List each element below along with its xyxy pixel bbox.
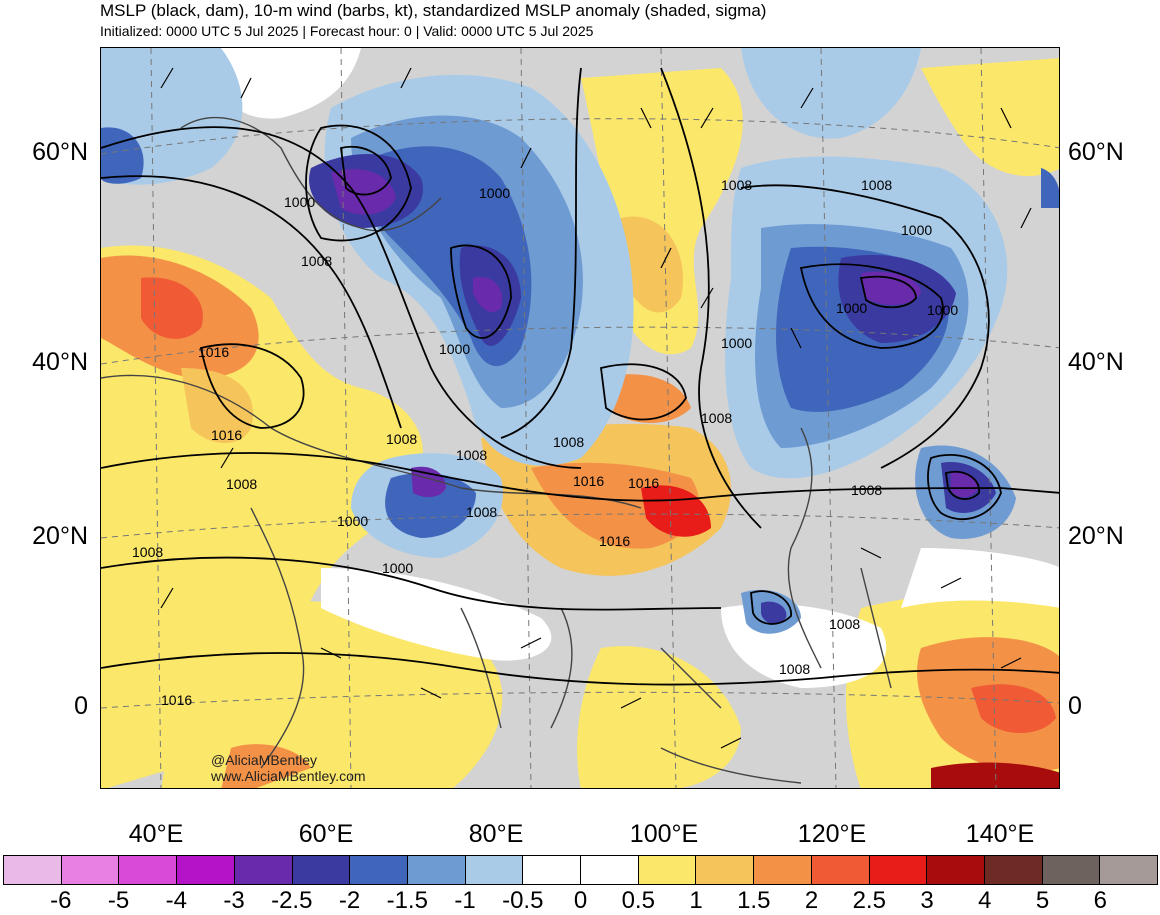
colorbar-tick-label: -2: [338, 887, 361, 914]
colorbar-swatch: [4, 856, 62, 884]
wind-barbs: [160, 67, 1032, 749]
colorbar-tick-label: 0: [573, 887, 588, 914]
isobar-label: 1008: [779, 661, 810, 677]
colorbar-tick-label: 1.5: [737, 887, 771, 914]
isobar-label: 1008: [553, 434, 584, 450]
colorbar-swatch: [811, 856, 870, 884]
colorbar: [3, 855, 1158, 885]
colorbar-tick-label: 6: [1093, 887, 1107, 914]
isobar-label: 1008: [851, 482, 882, 498]
colorbar-swatch: [869, 856, 928, 884]
lat-label-left: 60°N: [32, 138, 88, 166]
isobar-label: 1016: [161, 692, 192, 708]
credit-handle: @AliciaMBentley: [211, 752, 318, 768]
lon-label: 120°E: [797, 820, 867, 848]
isobar-label: 1016: [573, 473, 604, 489]
lon-label: 40°E: [128, 820, 184, 848]
lon-label: 80°E: [468, 820, 524, 848]
colorbar-swatch: [754, 856, 812, 884]
colorbar-tick-label: 4: [978, 887, 992, 914]
isobar-label: 1000: [439, 341, 470, 357]
isobar-label: 1008: [132, 544, 163, 560]
lat-label-left: 0: [74, 692, 88, 720]
colorbar-tick-label: -6: [50, 887, 72, 914]
isobar-label: 1000: [382, 560, 413, 576]
colorbar-tick-label: -1: [454, 887, 476, 914]
colorbar-tick-label: 0.5: [621, 887, 655, 914]
credit-website: www.AliciaMBentley.com: [211, 768, 366, 784]
lon-label: 140°E: [965, 820, 1035, 848]
isobar-label: 1008: [226, 476, 257, 492]
colorbar-swatch: [119, 856, 178, 884]
colorbar-tick-label: 5: [1035, 887, 1050, 914]
isobar-label: 1000: [901, 222, 932, 238]
colorbar-swatch: [234, 856, 293, 884]
colorbar-tick-label: 3: [920, 887, 934, 914]
graticule: [101, 48, 1059, 788]
isobar-label: 1000: [836, 300, 867, 316]
isobar-label: 1000: [284, 194, 315, 210]
colorbar-swatch: [61, 856, 120, 884]
colorbar-tick-label: -1.5: [386, 887, 428, 914]
colorbar-swatch: [581, 856, 639, 884]
colorbar-swatch: [927, 856, 985, 884]
colorbar-tick-label: 2: [804, 887, 819, 914]
isobar-label: 1008: [701, 410, 732, 426]
isobar-label: 1000: [337, 513, 368, 529]
colorbar-swatch: [984, 856, 1043, 884]
isobar-label: 1000: [721, 335, 752, 351]
lat-label-left: 40°N: [32, 348, 88, 376]
isobar-label: 1008: [301, 253, 332, 269]
isobar-label: 1008: [386, 431, 417, 447]
map-canvas: 1000 1000 1000 1008 1008 1008 1000 1000 …: [101, 48, 1059, 788]
colorbar-swatch: [177, 856, 235, 884]
colorbar-swatch: [292, 856, 351, 884]
colorbar-swatch: [1042, 856, 1101, 884]
colorbar-tick-label: -5: [107, 887, 130, 914]
isobar-label: 1016: [628, 475, 659, 491]
chart-subtitle: Initialized: 0000 UTC 5 Jul 2025 | Forec…: [100, 23, 594, 39]
colorbar-swatch: [638, 856, 697, 884]
isobar-label: 1016: [198, 344, 229, 360]
lat-label-left: 20°N: [32, 522, 88, 550]
weather-map: 1000 1000 1000 1008 1008 1008 1000 1000 …: [100, 47, 1060, 789]
colorbar-swatch: [465, 856, 524, 884]
lat-label-right: 0: [1068, 692, 1082, 720]
isobar-labels: 1000 1000 1000 1008 1008 1008 1000 1000 …: [132, 177, 958, 708]
colorbar-swatch: [696, 856, 755, 884]
isobar-label: 1016: [211, 427, 242, 443]
isobar-label: 1008: [721, 177, 752, 193]
colorbar-swatch: [407, 856, 466, 884]
colorbar-tick-label: 2.5: [852, 887, 886, 914]
colorbar-tick-label: -2.5: [271, 887, 313, 914]
chart-title: MSLP (black, dam), 10-m wind (barbs, kt)…: [100, 1, 767, 20]
isobar-label: 1016: [599, 533, 630, 549]
isobar-label: 1008: [861, 177, 892, 193]
isobar-label: 1000: [479, 185, 510, 201]
isobar-label: 1008: [456, 447, 487, 463]
colorbar-tick-label: -4: [165, 887, 187, 914]
colorbar-tick-label: -3: [223, 887, 245, 914]
negative-anomaly-shading: [101, 48, 1059, 634]
lon-label: 60°E: [298, 820, 354, 848]
lon-label: 100°E: [629, 820, 699, 848]
colorbar-swatch: [350, 856, 408, 884]
isobars: [101, 67, 1059, 686]
lat-label-right: 40°N: [1068, 348, 1124, 376]
colorbar-swatch: [523, 856, 582, 884]
isobar-label: 1008: [466, 504, 497, 520]
lat-label-right: 20°N: [1068, 522, 1124, 550]
colorbar-swatch: [1100, 856, 1158, 884]
colorbar-tick-label: 1: [689, 887, 703, 914]
colorbar-tick-label: -0.5: [502, 887, 544, 914]
isobar-label: 1000: [927, 302, 958, 318]
lat-label-right: 60°N: [1068, 138, 1124, 166]
isobar-label: 1008: [829, 616, 860, 632]
